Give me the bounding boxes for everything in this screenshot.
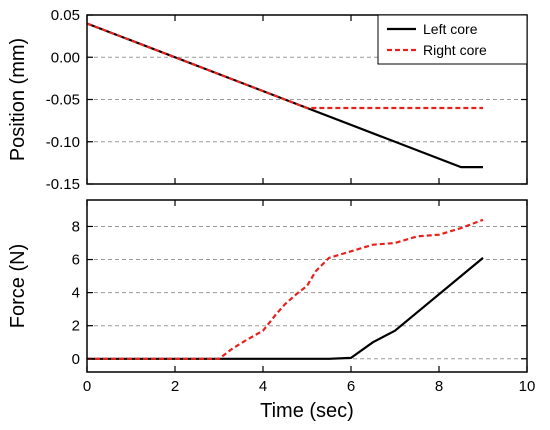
y-axis-title-0: Position (mm) bbox=[7, 38, 29, 161]
y-tick-label-0-3: 0.00 bbox=[51, 49, 80, 66]
legend-label-1: Right core bbox=[423, 42, 487, 58]
x-tick-label-4: 8 bbox=[435, 378, 443, 395]
x-tick-label-0: 0 bbox=[83, 378, 91, 395]
y-tick-label-1-3: 6 bbox=[72, 252, 80, 269]
plot-frame-1 bbox=[86, 199, 528, 373]
y-tick-label-1-0: 0 bbox=[72, 351, 80, 368]
y-tick-label-1-2: 4 bbox=[72, 285, 80, 302]
series-line-0-1 bbox=[86, 22, 483, 110]
series-line-1-1 bbox=[87, 218, 484, 360]
y-tick-label-0-4: 0.05 bbox=[51, 7, 80, 24]
x-tick-label-2: 4 bbox=[259, 378, 267, 395]
x-tick-label-5: 10 bbox=[519, 378, 536, 395]
legend-label-0: Left core bbox=[423, 21, 478, 37]
x-tick-label-1: 2 bbox=[171, 378, 179, 395]
x-axis-title: Time (sec) bbox=[260, 400, 354, 422]
y-tick-label-0-0: -0.15 bbox=[46, 176, 80, 193]
series-line-1-0 bbox=[87, 257, 484, 360]
y-tick-label-1-1: 2 bbox=[72, 318, 80, 335]
y-axis-title-1: Force (N) bbox=[7, 244, 29, 328]
legend-box bbox=[377, 14, 528, 65]
y-tick-label-0-1: -0.10 bbox=[46, 134, 80, 151]
y-tick-label-0-2: -0.05 bbox=[46, 92, 80, 109]
y-tick-label-1-4: 8 bbox=[72, 218, 80, 235]
x-tick-label-3: 6 bbox=[347, 378, 355, 395]
series-line-0-0 bbox=[86, 22, 483, 169]
